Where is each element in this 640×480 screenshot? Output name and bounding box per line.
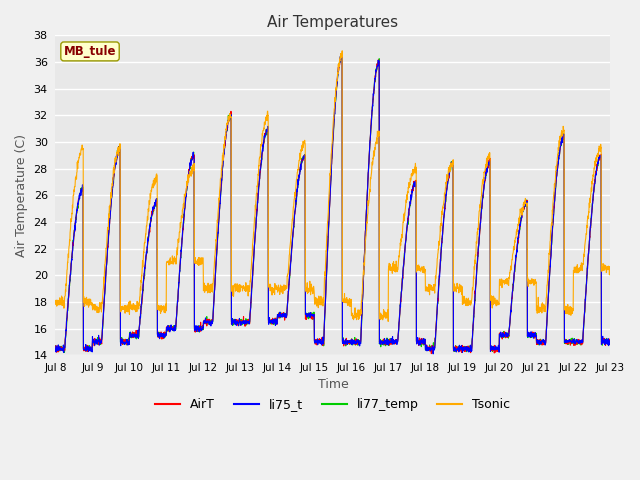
li75_t: [206, 319, 214, 325]
li75_t: [361, 238, 369, 243]
AirT: [52, 343, 60, 349]
AirT: [606, 339, 614, 345]
li77_temp: [558, 138, 566, 144]
li75_t: [52, 347, 60, 352]
Line: li77_temp: li77_temp: [56, 54, 610, 352]
AirT: [573, 338, 581, 344]
AirT: [349, 337, 357, 343]
li77_temp: [573, 340, 581, 346]
Tsonic: [349, 312, 357, 318]
Text: MB_tule: MB_tule: [64, 45, 116, 58]
AirT: [495, 347, 502, 352]
li75_t: [495, 342, 502, 348]
AirT: [558, 139, 566, 144]
li77_temp: [61, 349, 68, 355]
Tsonic: [385, 319, 392, 324]
li77_temp: [52, 343, 60, 348]
li75_t: [349, 337, 357, 343]
Tsonic: [573, 270, 581, 276]
AirT: [206, 321, 214, 326]
li75_t: [338, 51, 346, 57]
Tsonic: [495, 301, 502, 307]
li77_temp: [606, 339, 614, 345]
AirT: [361, 236, 369, 241]
li75_t: [429, 351, 437, 357]
li75_t: [606, 339, 614, 345]
Tsonic: [361, 249, 369, 254]
li77_temp: [362, 233, 369, 239]
li77_temp: [207, 318, 214, 324]
X-axis label: Time: Time: [317, 378, 348, 391]
Line: Tsonic: Tsonic: [56, 51, 610, 322]
AirT: [338, 52, 346, 58]
Tsonic: [206, 290, 214, 296]
Tsonic: [52, 299, 60, 305]
Line: li75_t: li75_t: [56, 54, 610, 354]
Title: Air Temperatures: Air Temperatures: [268, 15, 399, 30]
li77_temp: [337, 51, 345, 57]
Tsonic: [606, 264, 614, 270]
Tsonic: [339, 48, 346, 54]
AirT: [428, 351, 435, 357]
Legend: AirT, li75_t, li77_temp, Tsonic: AirT, li75_t, li77_temp, Tsonic: [150, 393, 516, 416]
li77_temp: [495, 345, 502, 350]
li75_t: [558, 135, 566, 141]
li77_temp: [349, 339, 357, 345]
li75_t: [573, 339, 581, 345]
Tsonic: [558, 128, 566, 133]
Line: AirT: AirT: [56, 55, 610, 354]
Y-axis label: Air Temperature (C): Air Temperature (C): [15, 134, 28, 257]
